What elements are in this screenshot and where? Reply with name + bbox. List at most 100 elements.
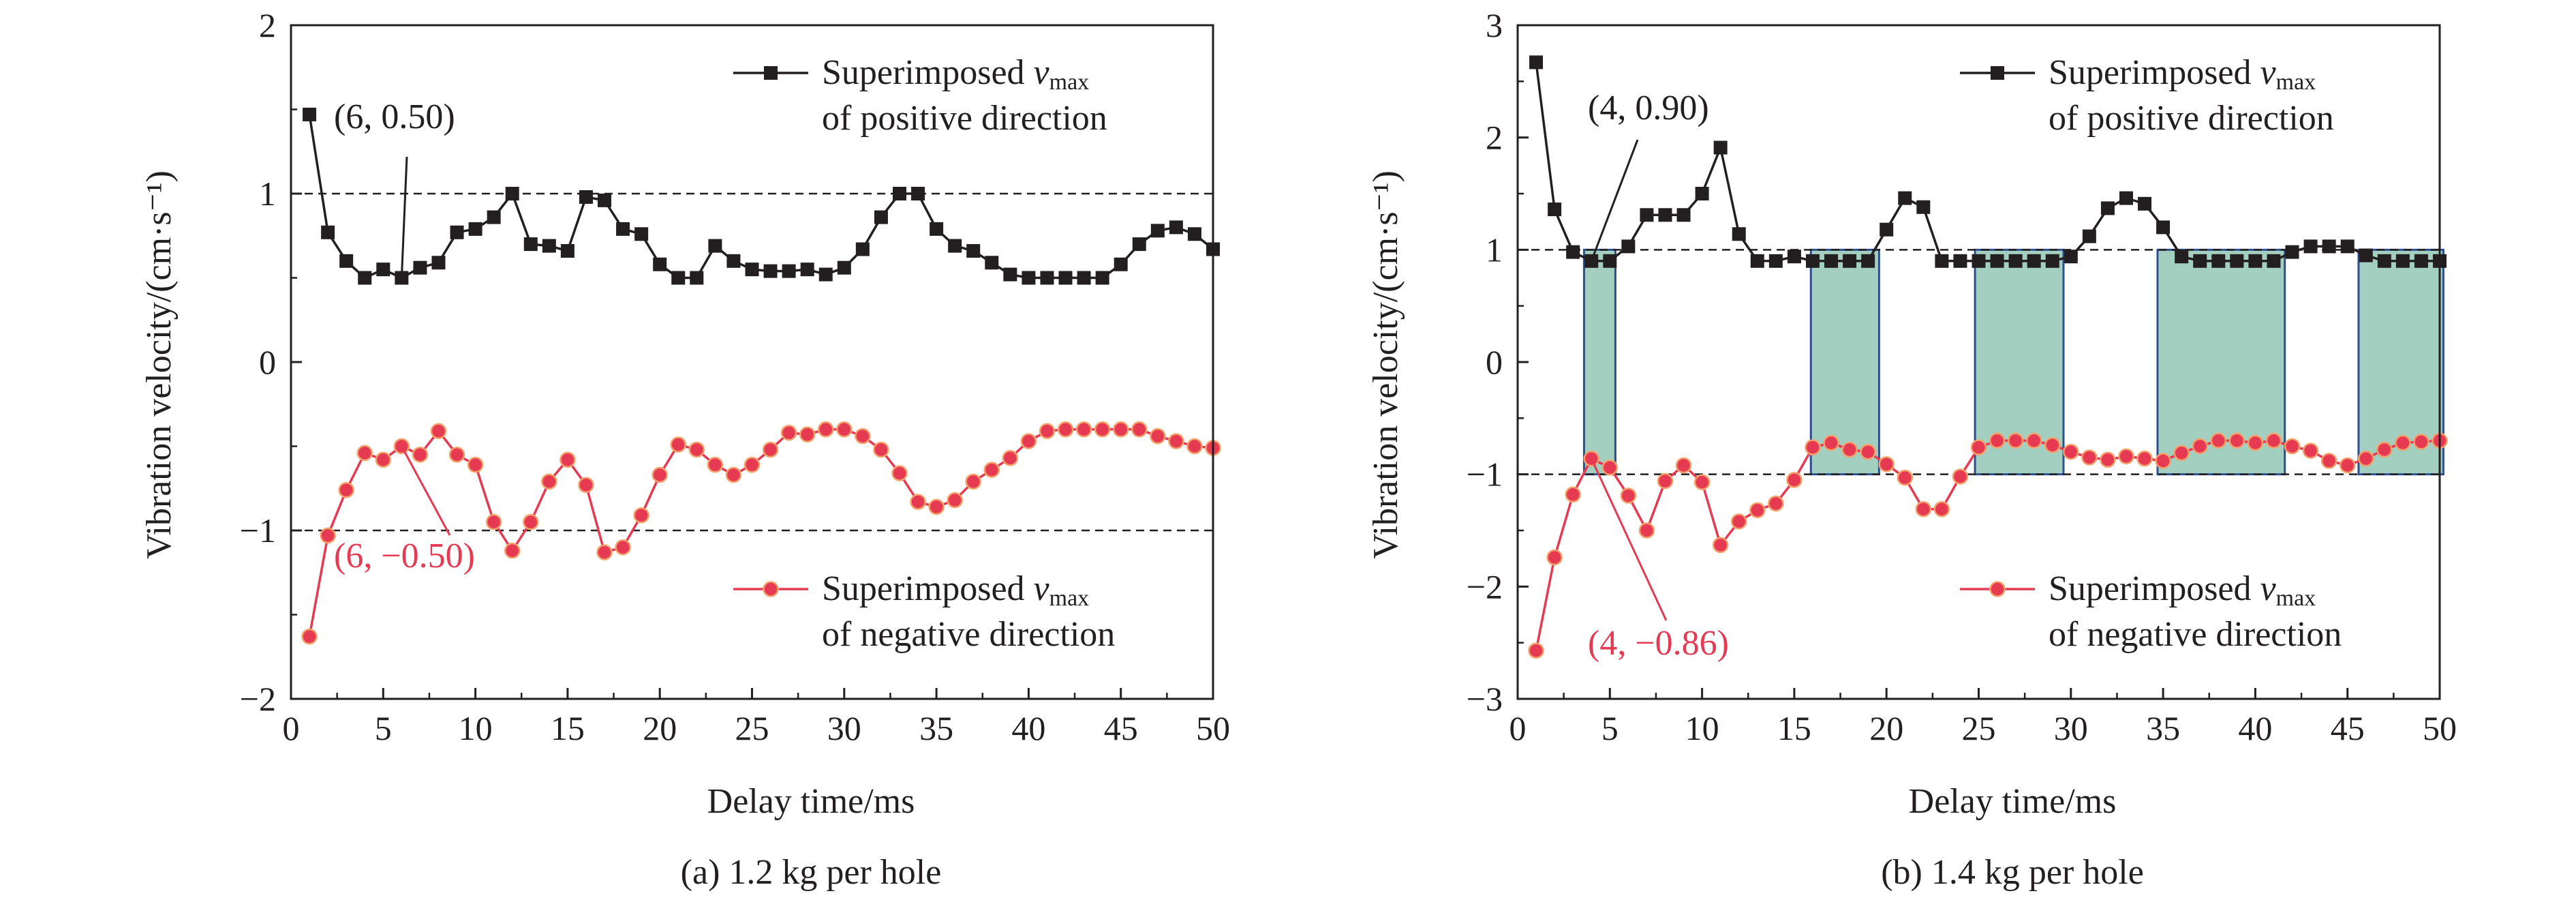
data-point	[1935, 254, 1949, 268]
y-tick-label: −1	[240, 511, 276, 550]
data-point	[2173, 445, 2190, 462]
data-point	[448, 447, 465, 463]
data-point	[2155, 453, 2171, 469]
data-point	[2413, 434, 2429, 450]
annotation-label: (6, 0.50)	[334, 97, 455, 136]
data-point	[2414, 254, 2428, 268]
data-point	[505, 187, 519, 200]
x-tick-label: 45	[2331, 709, 2365, 747]
data-point	[450, 225, 464, 239]
data-point	[2156, 220, 2171, 235]
legend-label-sub: max	[2276, 586, 2316, 611]
data-point	[1621, 239, 1636, 254]
legend-label-line2: of negative direction	[822, 615, 1115, 654]
legend-marker	[763, 581, 779, 597]
legend-marker	[1989, 581, 2006, 597]
data-point	[1620, 487, 1637, 504]
legend-label: Superimposed vmax	[2049, 569, 2316, 611]
x-tick-label: 50	[2423, 709, 2457, 747]
data-point	[1546, 549, 1563, 566]
y-tick-label: 2	[259, 6, 276, 44]
data-point	[911, 187, 925, 200]
x-tick-label: 10	[459, 709, 493, 747]
data-point	[2045, 254, 2059, 268]
data-point	[2063, 443, 2079, 460]
data-point	[1186, 438, 1203, 455]
legend-label-line2: of negative direction	[2049, 615, 2342, 654]
data-point	[1548, 202, 1562, 217]
data-point	[670, 436, 687, 453]
data-point	[1880, 222, 1894, 237]
data-point	[1039, 423, 1056, 440]
data-point	[817, 421, 834, 438]
data-point	[891, 465, 908, 481]
data-point	[1805, 439, 1821, 455]
data-point	[634, 227, 649, 241]
data-point	[800, 262, 814, 277]
data-point	[762, 441, 779, 458]
x-tick-label: 20	[1869, 709, 1903, 747]
data-point	[1528, 642, 1544, 659]
data-point	[376, 262, 390, 277]
data-point	[2247, 434, 2264, 451]
panel-caption: (b) 1.4 kg per hole	[1881, 853, 2144, 892]
annotation-label: (6, −0.50)	[334, 537, 475, 575]
data-point	[2230, 254, 2244, 268]
legend-label-text: Superimposed	[822, 53, 1034, 92]
data-point	[1022, 271, 1036, 285]
data-point	[1112, 421, 1129, 438]
data-point	[1952, 468, 1969, 485]
x-axis-label: Delay time/ms	[1909, 782, 2117, 821]
data-point	[1150, 224, 1165, 238]
data-point	[1989, 432, 2006, 449]
x-tick-label: 50	[1196, 709, 1230, 747]
annotation-leader	[401, 445, 451, 536]
x-tick-label: 40	[2238, 709, 2272, 747]
data-point	[431, 256, 446, 270]
data-point	[1095, 271, 1109, 285]
data-point	[2284, 438, 2301, 455]
legend-marker	[764, 66, 778, 80]
legend-label-var: v	[2260, 569, 2277, 608]
data-point	[965, 473, 981, 490]
legend-label-var: v	[1034, 53, 1050, 92]
y-axis-label: Vibration velocity/(cm·s⁻¹)	[1366, 170, 1405, 559]
x-tick-label: 25	[735, 709, 769, 747]
data-point	[837, 260, 851, 275]
data-point	[1787, 250, 1801, 264]
data-point	[301, 628, 318, 645]
data-point	[1768, 495, 1784, 512]
data-point	[2320, 453, 2337, 469]
x-tick-label: 35	[2146, 709, 2180, 747]
data-point	[1075, 421, 1092, 438]
legend-label: Superimposed vmax	[822, 569, 1089, 611]
data-point	[504, 542, 521, 559]
data-point	[2138, 196, 2152, 211]
data-point	[708, 239, 722, 253]
data-point	[1805, 254, 1820, 268]
shaded-region	[1809, 248, 1880, 476]
x-tick-label: 30	[827, 709, 861, 747]
data-point	[1603, 254, 1617, 268]
data-point	[485, 513, 502, 530]
data-point	[303, 107, 317, 121]
data-point	[855, 242, 870, 256]
data-point	[2395, 434, 2411, 451]
shaded-region	[1582, 248, 1616, 476]
data-point	[1094, 421, 1111, 438]
legend-entry: Superimposed vmax of positive direction	[1960, 53, 2334, 138]
data-point	[2081, 449, 2098, 466]
data-point	[1676, 208, 1691, 222]
data-point	[2376, 441, 2393, 458]
data-point	[1132, 237, 1146, 252]
data-point	[780, 424, 797, 441]
data-point	[375, 451, 392, 468]
x-tick-label: 15	[1777, 709, 1811, 747]
data-point	[725, 466, 742, 483]
y-tick-label: 1	[1486, 230, 1503, 269]
data-point	[1823, 434, 1839, 451]
data-point	[947, 492, 963, 509]
data-point	[560, 243, 574, 258]
y-tick-label: −1	[1467, 455, 1503, 494]
